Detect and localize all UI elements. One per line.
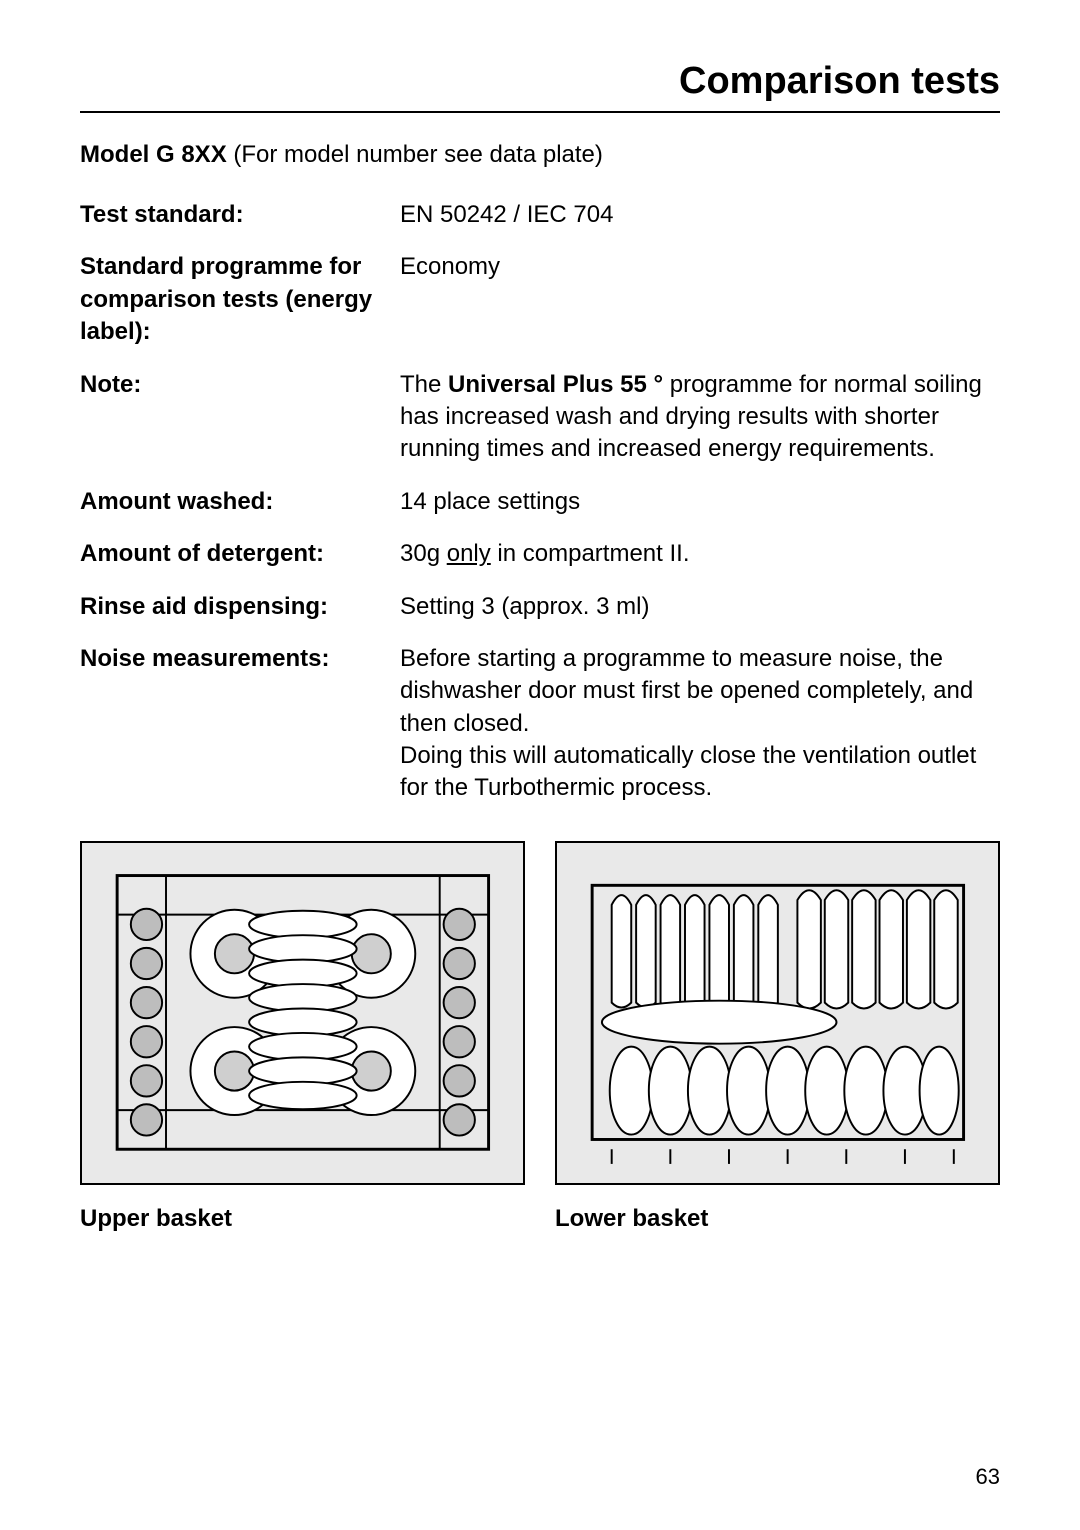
row-amount-detergent: Amount of detergent: 30g only in compart… bbox=[80, 532, 1000, 584]
note-pre: The bbox=[400, 371, 448, 398]
value-note: The Universal Plus 55 ° programme for no… bbox=[400, 363, 1000, 480]
row-amount-washed: Amount washed: 14 place settings bbox=[80, 480, 1000, 532]
spec-table: Test standard: EN 50242 / IEC 704 Standa… bbox=[80, 193, 1000, 819]
value-amount-detergent: 30g only in compartment II. bbox=[400, 532, 1000, 584]
row-test-standard: Test standard: EN 50242 / IEC 704 bbox=[80, 193, 1000, 245]
value-test-standard: EN 50242 / IEC 704 bbox=[400, 193, 1000, 245]
value-standard-programme: Economy bbox=[400, 245, 1000, 362]
value-amount-washed: 14 place settings bbox=[400, 480, 1000, 532]
model-line: Model G 8XX (For model number see data p… bbox=[80, 141, 1000, 169]
upper-basket-illustration bbox=[80, 841, 525, 1185]
row-standard-programme: Standard programme for comparison tests … bbox=[80, 245, 1000, 362]
value-noise: Before starting a programme to measure n… bbox=[400, 637, 1000, 819]
page-number: 63 bbox=[976, 1464, 1000, 1490]
label-amount-detergent: Amount of detergent: bbox=[80, 532, 400, 584]
figure-upper-basket: Upper basket bbox=[80, 841, 525, 1233]
lower-basket-illustration bbox=[555, 841, 1000, 1185]
model-number-bold: Model G 8XX bbox=[80, 141, 227, 168]
row-rinse-aid: Rinse aid dispensing: Setting 3 (approx.… bbox=[80, 585, 1000, 637]
label-note: Note: bbox=[80, 363, 400, 480]
noise-line2: Doing this will automatically close the … bbox=[400, 740, 1000, 805]
row-note: Note: The Universal Plus 55 ° programme … bbox=[80, 363, 1000, 480]
detergent-post: in compartment II. bbox=[491, 540, 690, 567]
label-standard-programme: Standard programme for comparison tests … bbox=[80, 245, 400, 362]
detergent-underline: only bbox=[447, 540, 491, 567]
caption-lower-basket: Lower basket bbox=[555, 1205, 1000, 1233]
value-rinse-aid: Setting 3 (approx. 3 ml) bbox=[400, 585, 1000, 637]
noise-line1: Before starting a programme to measure n… bbox=[400, 643, 1000, 740]
lower-basket-icon bbox=[575, 856, 981, 1169]
row-noise: Noise measurements: Before starting a pr… bbox=[80, 637, 1000, 819]
detergent-pre: 30g bbox=[400, 540, 447, 567]
label-noise: Noise measurements: bbox=[80, 637, 400, 819]
caption-upper-basket: Upper basket bbox=[80, 1205, 525, 1233]
model-number-rest: (For model number see data plate) bbox=[227, 141, 603, 168]
label-rinse-aid: Rinse aid dispensing: bbox=[80, 585, 400, 637]
label-amount-washed: Amount washed: bbox=[80, 480, 400, 532]
upper-basket-icon bbox=[100, 856, 506, 1169]
note-bold: Universal Plus 55 ° bbox=[448, 371, 663, 398]
label-test-standard: Test standard: bbox=[80, 193, 400, 245]
page-title: Comparison tests bbox=[80, 60, 1000, 113]
page: Comparison tests Model G 8XX (For model … bbox=[0, 0, 1080, 1530]
figures-row: Upper basket bbox=[80, 841, 1000, 1233]
figure-lower-basket: Lower basket bbox=[555, 841, 1000, 1233]
